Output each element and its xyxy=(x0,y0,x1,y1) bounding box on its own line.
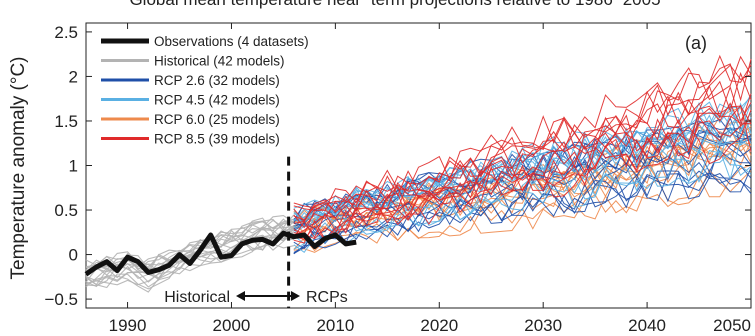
y-tick-label: 0 xyxy=(69,246,78,265)
model-line xyxy=(293,105,752,240)
model-line xyxy=(293,93,752,235)
model-line xyxy=(293,139,752,250)
annotation-historical: Historical xyxy=(164,289,230,306)
x-tick-label: 2030 xyxy=(524,316,562,335)
model-line xyxy=(293,58,752,224)
x-tick-label: 2040 xyxy=(628,316,666,335)
plot-area xyxy=(84,22,752,309)
y-tick-label: 1.5 xyxy=(54,112,78,131)
legend-entry: RCP 6.0 (25 models) xyxy=(154,112,280,127)
model-line xyxy=(293,55,752,211)
x-tick-label: 2050 xyxy=(713,316,751,335)
model-line xyxy=(293,140,752,242)
x-tick-label: 2000 xyxy=(213,316,251,335)
model-line xyxy=(293,171,752,250)
model-lines-layer xyxy=(85,54,752,293)
y-tick-label: 2.5 xyxy=(54,23,78,42)
panel-label: (a) xyxy=(685,33,707,53)
y-axis-label: Temperature anomaly (°C) xyxy=(8,56,29,279)
model-line xyxy=(293,126,752,230)
model-line xyxy=(293,64,752,223)
legend-entry: RCP 4.5 (42 models) xyxy=(154,93,280,108)
model-line xyxy=(85,217,294,272)
model-line xyxy=(85,220,294,277)
legend-entry: Historical (42 models) xyxy=(154,54,285,69)
model-line xyxy=(293,109,752,241)
annotation-rcps: RCPs xyxy=(306,289,348,306)
chart-title: Global mean temperature near−term projec… xyxy=(129,0,660,9)
arrow-right-icon xyxy=(291,291,300,301)
arrow-left-icon xyxy=(236,291,245,301)
x-tick-label: 2010 xyxy=(316,316,354,335)
legend-entry: RCP 8.5 (39 models) xyxy=(154,132,280,147)
y-axis: −0.5 0 0.5 1 1.5 2 2.5 xyxy=(44,23,751,309)
model-line xyxy=(293,105,752,239)
legend-entry: Observations (4 datasets) xyxy=(154,34,309,49)
y-tick-label: 0.5 xyxy=(54,201,78,220)
model-line xyxy=(293,167,752,255)
observations-line xyxy=(84,230,357,277)
model-line xyxy=(293,84,752,229)
model-line xyxy=(85,231,295,293)
model-line xyxy=(293,119,752,237)
legend: Observations (4 datasets) Historical (42 … xyxy=(101,34,309,147)
y-tick-label: −0.5 xyxy=(44,290,78,309)
x-tick-label: 1990 xyxy=(109,316,147,335)
y-tick-label: 2 xyxy=(69,67,78,86)
legend-entry: RCP 2.6 (32 models) xyxy=(154,73,280,88)
observations-layer xyxy=(84,230,357,277)
period-annotation: Historical RCPs xyxy=(164,289,348,306)
x-tick-label: 2020 xyxy=(420,316,458,335)
x-axis: 1990 2000 2010 2020 2030 2040 2050 xyxy=(109,23,752,335)
y-tick-label: 1 xyxy=(69,157,78,176)
